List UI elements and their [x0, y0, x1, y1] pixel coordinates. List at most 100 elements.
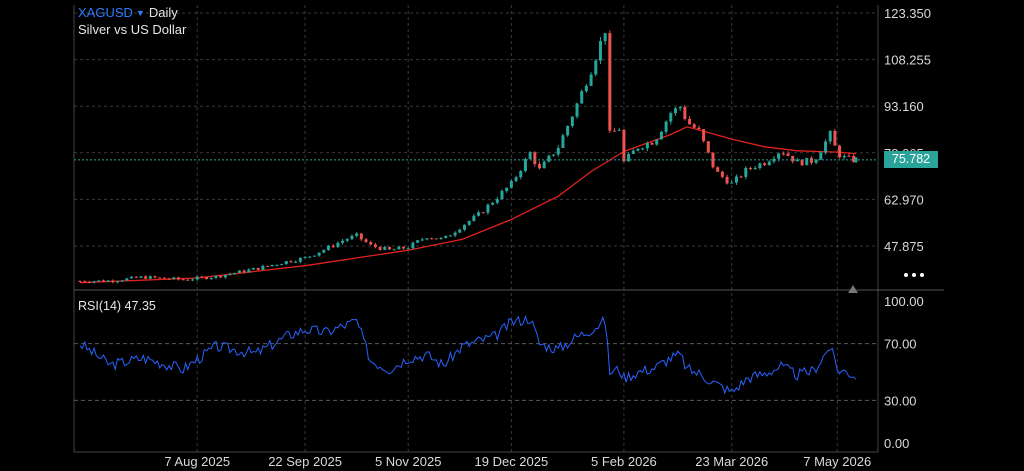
candle-body [683, 106, 687, 120]
candle-body [120, 280, 124, 282]
candle-body [130, 276, 134, 279]
grid-lines [74, 5, 878, 452]
candle-body [570, 116, 574, 126]
candle-body [734, 176, 738, 183]
candle-body [481, 212, 485, 214]
candle-body [289, 261, 293, 263]
candle-body [261, 265, 265, 270]
candle-body [538, 163, 542, 169]
candle-body [744, 167, 748, 177]
candle-body [819, 152, 823, 160]
scroll-marker-icon[interactable] [848, 285, 858, 293]
candle-body [702, 129, 706, 142]
more-options-icon[interactable] [904, 270, 930, 280]
candle-body [373, 244, 377, 248]
moving-average-line [79, 126, 857, 284]
candle-body [589, 74, 593, 86]
candle-body [514, 177, 518, 181]
candle-body [500, 190, 504, 200]
candle-body [622, 129, 626, 162]
rsi-series [79, 314, 857, 395]
rsi-name: RSI(14) [78, 299, 122, 313]
candle-body [673, 108, 677, 114]
candle-body [158, 277, 162, 279]
candle-body [219, 275, 223, 278]
date-tick-label: 23 Mar 2026 [695, 454, 768, 469]
candle-body [720, 171, 724, 177]
candle-body [598, 41, 602, 61]
candle-body [200, 276, 204, 278]
price-tick-label: 108.255 [884, 53, 931, 68]
last-price-tag: 75.782 [884, 151, 938, 169]
candle-body [144, 276, 148, 279]
candle-body [786, 153, 790, 156]
candle-body [284, 261, 288, 265]
candle-body [308, 256, 312, 258]
candle-body [195, 276, 199, 280]
candle-body [711, 152, 715, 168]
candle-body [753, 168, 757, 170]
symbol-label: XAGUSD [78, 5, 133, 20]
candle-body [842, 155, 846, 158]
candle-body [462, 224, 466, 230]
rsi-tick-label: 30.00 [884, 393, 917, 408]
candle-body [659, 131, 663, 140]
candle-body [439, 237, 443, 239]
candle-body [697, 127, 701, 130]
candle-body [838, 145, 842, 158]
candle-body [772, 158, 776, 162]
candle-body [814, 159, 818, 163]
candle-body [725, 176, 729, 184]
candle-body [749, 167, 753, 169]
candle-body [101, 280, 105, 282]
candle-body [458, 229, 462, 233]
candle-body [505, 187, 509, 191]
candle-body [809, 157, 813, 163]
candle-body [251, 267, 255, 270]
candle-body [322, 249, 326, 253]
candle-body [430, 238, 434, 240]
candle-body [556, 147, 560, 155]
candle-body [153, 276, 157, 278]
candle-body [561, 135, 565, 148]
candle-body [416, 240, 420, 243]
rsi-value: 47.35 [124, 299, 156, 313]
candle-body [139, 276, 143, 278]
rsi-indicator-label[interactable]: RSI(14) 47.35 [78, 298, 156, 314]
candle-body [805, 157, 809, 166]
rsi-tick-label: 0.00 [884, 436, 909, 451]
rsi-line [79, 314, 857, 395]
symbol-selector[interactable]: XAGUSD ▼ Daily [78, 5, 178, 21]
date-tick-label: 22 Sep 2025 [268, 454, 342, 469]
candle-body [650, 143, 654, 145]
candle-body [406, 248, 410, 250]
candle-body [214, 275, 218, 278]
candle-body [688, 119, 692, 125]
candle-body [317, 252, 321, 256]
candle-body [566, 125, 570, 136]
candle-body [800, 159, 804, 166]
tick-labels: 7 Aug 2025 22 Sep 2025 5 Nov 2025 19 Dec 20… [164, 6, 931, 469]
caret-down-icon: ▼ [135, 8, 145, 18]
candle-body [275, 264, 279, 266]
price-tick-label: 93.160 [884, 99, 924, 114]
candlestick-series [74, 30, 878, 284]
date-tick-label: 7 Aug 2025 [164, 454, 230, 469]
candle-body [758, 163, 762, 169]
candle-body [453, 232, 457, 236]
candle-body [181, 279, 185, 281]
candle-body [692, 124, 696, 128]
candle-body [716, 167, 720, 172]
candle-body [739, 176, 743, 178]
candle-body [148, 276, 152, 279]
candle-body [312, 255, 316, 257]
date-tick-label: 5 Nov 2025 [375, 454, 442, 469]
candle-body [495, 199, 499, 203]
candle-body [828, 130, 832, 142]
axes [73, 5, 944, 453]
candle-body [176, 277, 180, 280]
candle-body [645, 143, 649, 149]
candle-body [125, 278, 129, 281]
candle-body [411, 242, 415, 249]
